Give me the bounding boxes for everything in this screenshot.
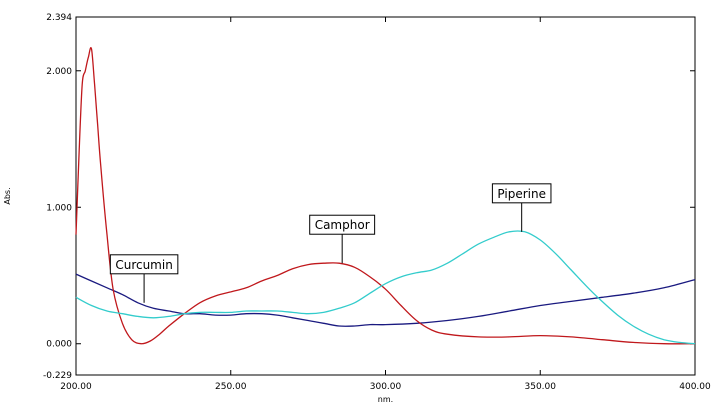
x-tick-label: 200.00 [60, 382, 92, 392]
series-line-curcumin [75, 273, 696, 327]
y-tick-label: -0.229 [43, 371, 72, 381]
series-line-piperine [75, 230, 696, 345]
callout-label: Camphor [315, 218, 370, 232]
series-lines [75, 47, 696, 345]
callout-label: Curcumin [115, 258, 173, 272]
callout-label: Piperine [497, 187, 546, 201]
series-line-camphor [75, 47, 696, 345]
y-tick-label: 1.000 [46, 203, 72, 213]
callout-camphor: Camphor [309, 214, 376, 264]
plot-frame [75, 16, 696, 376]
callout-piperine: Piperine [491, 183, 552, 232]
callout-curcumin: Curcumin [109, 254, 179, 303]
y-tick-label: 0.000 [46, 340, 72, 350]
x-tick-label: 300.00 [370, 382, 402, 392]
series-callouts: Curcumin Camphor Piperine [109, 183, 552, 303]
x-tick-label: 350.00 [525, 382, 557, 392]
y-tick-label: 2.000 [46, 67, 72, 77]
axis-ticks: 200.00 250.00 300.00 350.00 400.00 -0.229 0.00… [43, 13, 711, 392]
y-axis-title: Abs. [3, 187, 12, 204]
x-axis-title: nm. [378, 395, 393, 404]
x-tick-label: 400.00 [679, 382, 711, 392]
x-tick-label: 250.00 [215, 382, 247, 392]
y-tick-label: 2.394 [46, 13, 72, 23]
